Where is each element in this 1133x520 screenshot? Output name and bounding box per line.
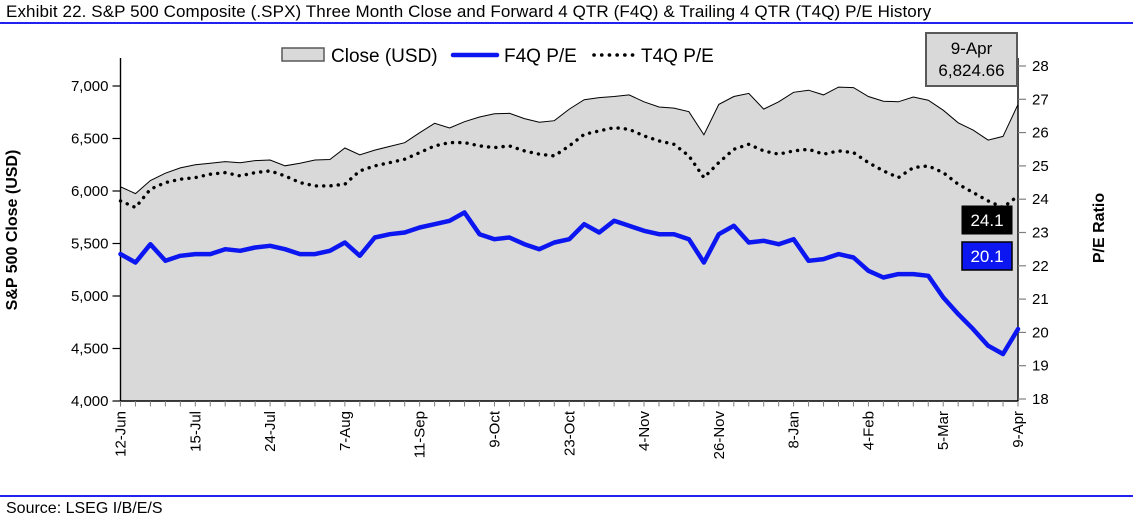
latest-close-date: 9-Apr <box>951 39 993 58</box>
y-tick-label-left: 6,000 <box>71 183 109 200</box>
x-tick-label: 9-Oct <box>487 410 504 448</box>
x-tick-label: 5-Mar <box>935 411 952 450</box>
y-tick-label-right: 24 <box>1032 191 1049 208</box>
y-tick-label-left: 5,000 <box>71 288 109 305</box>
y-tick-label-right: 26 <box>1032 125 1049 142</box>
y-tick-label-left: 5,500 <box>71 236 109 253</box>
x-tick-label: 8-Jan <box>786 411 803 449</box>
y-tick-label-left: 4,500 <box>71 341 109 358</box>
legend-label-close: Close (USD) <box>331 46 438 67</box>
y-tick-label-right: 19 <box>1032 358 1049 375</box>
f4q-last-value-label: 20.1 <box>970 247 1003 266</box>
x-tick-label: 11-Sep <box>412 411 429 458</box>
exhibit-title: Exhibit 22. S&P 500 Composite (.SPX) Thr… <box>6 2 932 21</box>
x-tick-label: 24-Jul <box>262 411 279 452</box>
right-axis-title: P/E Ratio <box>1091 193 1108 263</box>
y-tick-label-left: 4,000 <box>71 393 109 410</box>
t4q-last-value-label: 24.1 <box>970 211 1003 230</box>
pe-history-chart: 7,000 6,500 6,000 5,500 5,000 4,500 4,000 28 27 2… <box>4 32 1108 460</box>
x-tick-label: 4-Feb <box>860 411 877 450</box>
f4q-last-value-box <box>961 241 1013 271</box>
close-area-series <box>120 86 1019 402</box>
y-tick-label-left: 7,000 <box>71 78 109 95</box>
legend-label-t4q: T4Q P/E <box>641 46 714 67</box>
f4q-pe-line-series <box>118 210 1021 357</box>
x-tick-label: 26-Nov <box>711 411 728 460</box>
x-tick-label: 7-Aug <box>337 411 354 451</box>
source-note: Source: LSEG I/B/E/S <box>6 500 163 517</box>
t4q-last-value-box <box>961 205 1013 235</box>
y-tick-label-right: 22 <box>1032 258 1049 275</box>
x-tick-label: 15-Jul <box>187 411 204 452</box>
y-tick-label-right: 18 <box>1032 391 1049 408</box>
legend-swatch-close <box>281 47 325 62</box>
latest-close-value: 6,824.66 <box>938 61 1004 80</box>
left-axis-title: S&P 500 Close (USD) <box>4 150 21 311</box>
y-tick-label-right: 25 <box>1032 158 1049 175</box>
y-tick-label-right: 23 <box>1032 225 1049 242</box>
footer-divider-rule <box>0 495 1133 497</box>
y-tick-label-right: 28 <box>1032 58 1049 75</box>
y-tick-label-right: 20 <box>1032 324 1049 341</box>
x-tick-label: 9-Apr <box>1010 411 1027 448</box>
y-tick-label-left: 6,500 <box>71 131 109 148</box>
x-tick-label: 23-Oct <box>561 410 578 456</box>
x-tick-label: 12-Jun <box>113 411 130 457</box>
legend-label-f4q: F4Q P/E <box>504 46 577 67</box>
y-tick-label-right: 27 <box>1032 91 1049 108</box>
title-underline-rule <box>0 22 1133 24</box>
y-tick-label-right: 21 <box>1032 291 1049 308</box>
x-tick-label: 4-Nov <box>636 411 653 452</box>
latest-close-callout-box <box>925 32 1018 87</box>
